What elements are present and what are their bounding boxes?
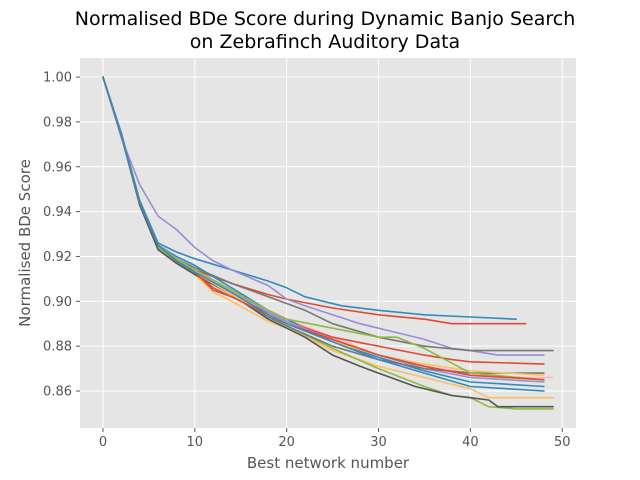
series-layer xyxy=(102,76,554,410)
chart-title: Normalised BDe Score during Dynamic Banj… xyxy=(74,8,576,53)
y-tick-label: 0.94 xyxy=(43,205,72,220)
y-tick-label: 0.98 xyxy=(43,115,72,130)
y-tick-label: 0.86 xyxy=(43,385,72,400)
y-tick-label: 0.90 xyxy=(43,295,72,310)
y-tick-label: 1.00 xyxy=(43,71,72,86)
x-tick-label: 20 xyxy=(278,435,295,450)
x-tick-label: 0 xyxy=(99,435,107,450)
series-line-8 xyxy=(102,76,554,408)
x-tick-label: 50 xyxy=(554,435,571,450)
y-tick-label: 0.96 xyxy=(43,160,72,175)
y-axis-label: Normalised BDe Score xyxy=(16,159,34,327)
series-line-16 xyxy=(102,76,545,392)
series-line-3 xyxy=(102,76,545,356)
x-axis-label: Best network number xyxy=(247,454,410,472)
y-tick-layer: 0.86 0.88 0.90 0.92 0.94 0.96 0.98 1.00 xyxy=(43,71,80,400)
series-line-1 xyxy=(102,76,518,321)
plot-area xyxy=(80,58,576,428)
x-tick-label: 10 xyxy=(187,435,204,450)
x-tick-label: 40 xyxy=(462,435,479,450)
y-tick-label: 0.88 xyxy=(43,340,72,355)
y-tick-label: 0.92 xyxy=(43,250,72,265)
x-tick-label: 30 xyxy=(370,435,387,450)
x-tick-layer: 0 10 20 30 40 50 xyxy=(99,428,571,450)
